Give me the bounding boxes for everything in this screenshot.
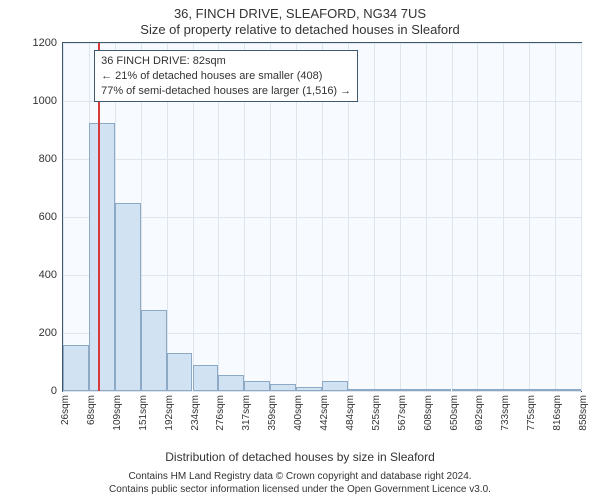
x-tick-label: 317sqm <box>241 359 252 395</box>
chart-plot-area: 020040060080010001200 26sqm68sqm109sqm15… <box>62 42 582 392</box>
x-tick-label: 109sqm <box>112 359 123 395</box>
x-tick-label: 484sqm <box>345 359 356 395</box>
y-tick-label: 1000 <box>33 95 63 107</box>
x-tick-label: 650sqm <box>449 359 460 395</box>
footer-line-2: Contains public sector information licen… <box>0 483 600 496</box>
x-axis-label: Distribution of detached houses by size … <box>0 450 600 464</box>
x-tick-label: 276sqm <box>215 359 226 395</box>
x-tick-label: 692sqm <box>474 359 485 395</box>
histogram-bar <box>89 123 115 391</box>
annotation-line: 36 FINCH DRIVE: 82sqm <box>101 54 351 69</box>
x-tick-label: 525sqm <box>371 359 382 395</box>
page-title: 36, FINCH DRIVE, SLEAFORD, NG34 7US <box>0 6 600 21</box>
x-tick-label: 442sqm <box>319 359 330 395</box>
y-tick-label: 1200 <box>33 37 63 49</box>
annotation-box: 36 FINCH DRIVE: 82sqm← 21% of detached h… <box>94 50 358 103</box>
x-tick-label: 151sqm <box>138 359 149 395</box>
annotation-line: 77% of semi-detached houses are larger (… <box>101 84 351 99</box>
x-tick-label: 816sqm <box>552 359 563 395</box>
x-tick-label: 359sqm <box>267 359 278 395</box>
footer-line-1: Contains HM Land Registry data © Crown c… <box>0 470 600 483</box>
x-tick-label: 234sqm <box>190 359 201 395</box>
x-tick-label: 858sqm <box>578 359 589 395</box>
x-tick-label: 192sqm <box>164 359 175 395</box>
x-tick-label: 608sqm <box>423 359 434 395</box>
annotation-line: ← 21% of detached houses are smaller (40… <box>101 69 351 84</box>
footer-attribution: Contains HM Land Registry data © Crown c… <box>0 470 600 496</box>
y-tick-label: 600 <box>39 211 63 223</box>
x-tick-label: 26sqm <box>60 365 71 395</box>
x-tick-label: 733sqm <box>500 359 511 395</box>
y-tick-label: 800 <box>39 153 63 165</box>
x-tick-label: 68sqm <box>86 365 97 395</box>
y-tick-label: 200 <box>39 327 63 339</box>
x-tick-label: 567sqm <box>397 359 408 395</box>
y-tick-label: 400 <box>39 269 63 281</box>
x-tick-label: 775sqm <box>526 359 537 395</box>
page-subtitle: Size of property relative to detached ho… <box>0 22 600 37</box>
x-tick-label: 400sqm <box>293 359 304 395</box>
